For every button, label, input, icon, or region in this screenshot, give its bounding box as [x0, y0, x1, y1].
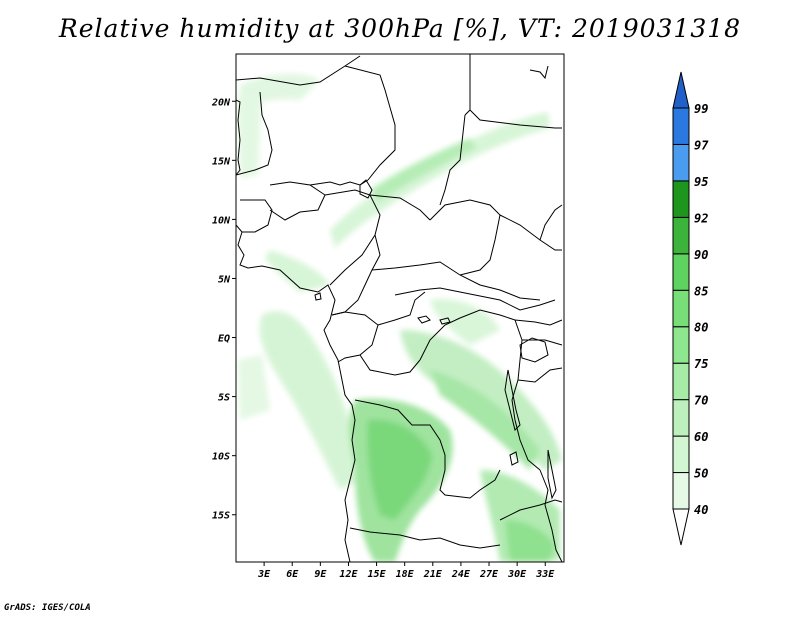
colorbar-segment	[672, 253, 690, 291]
lake-chad	[359, 179, 373, 199]
colorbar-label: 70	[694, 394, 708, 408]
lon-tick-label: 6E	[286, 569, 299, 580]
border-drc-west	[359, 354, 421, 376]
border-niger-nigeria	[369, 194, 431, 221]
humidity-shading	[238, 73, 562, 562]
lake-small-1	[417, 315, 431, 324]
border-niger-chad	[439, 114, 466, 206]
map-title: Relative humidity at 300hPa [%], VT: 201…	[58, 14, 742, 43]
shading-sahel-core	[370, 138, 476, 202]
lake-victoria	[519, 337, 549, 363]
border-ethiopia	[539, 204, 563, 241]
shading-angola-core	[367, 419, 432, 520]
lake-tanganyika	[504, 369, 521, 431]
lat-tick-label: 20N	[211, 97, 231, 108]
border-mali-niger	[309, 179, 369, 186]
border-gabon	[331, 311, 379, 363]
colorbar-segment	[672, 216, 690, 255]
lon-tick-label: 15E	[368, 569, 387, 580]
colorbar-label: 40	[694, 503, 708, 517]
colorbar-segment	[672, 326, 690, 364]
border-cameroon	[331, 234, 381, 316]
colorbar-over-arrow	[672, 71, 690, 109]
map-borders	[236, 54, 563, 562]
colorbar-label: 60	[694, 430, 708, 444]
colorbar-segment	[672, 107, 690, 145]
border-congo	[377, 291, 426, 326]
colorbar-segment	[672, 399, 690, 437]
colorbar-segment	[672, 143, 690, 182]
coast-north-east	[529, 65, 549, 80]
shading-southeast-core	[505, 520, 555, 562]
colorbar-segment	[672, 289, 690, 328]
shading-atlantic-west	[238, 355, 270, 420]
border-nigeria	[324, 189, 381, 286]
grads-credit: GrADS: IGES/COLA	[4, 603, 91, 613]
border-angola-drc	[354, 399, 446, 470]
border-chad	[429, 199, 501, 276]
lat-tick-label: 10N	[212, 215, 231, 226]
lon-tick-label: 3E	[257, 569, 271, 580]
border-mali-algeria	[344, 65, 396, 181]
border-angola-zambia	[439, 469, 501, 499]
colorbar-label: 85	[694, 284, 708, 298]
border-burkina	[269, 181, 326, 221]
latitude-axis: 20N 15N 10N 5N EQ 5S 10S 15S	[211, 97, 236, 522]
lat-tick-label: 5S	[218, 393, 230, 404]
lon-tick-label: 12E	[339, 569, 358, 580]
colorbar-label: 50	[694, 467, 708, 481]
border-east	[539, 469, 563, 562]
lat-tick-label: EQ	[218, 334, 230, 345]
colorbar-label: 95	[694, 175, 708, 189]
lon-tick-label: 21E	[423, 569, 443, 580]
lon-tick-label: 33E	[535, 569, 555, 580]
border-libya-sudan	[469, 109, 562, 129]
border-guinea	[240, 199, 273, 233]
lat-tick-label: 10S	[212, 452, 230, 463]
lat-tick-label: 15N	[212, 156, 231, 167]
shading-sahel-band	[330, 112, 550, 248]
shading-atlantic-plume	[259, 311, 360, 490]
lake-small-3	[509, 451, 519, 466]
lon-tick-label: 24E	[451, 569, 471, 580]
border-angola-namibia	[349, 527, 501, 549]
colorbar-segment	[672, 362, 690, 401]
colorbar-label: 75	[694, 357, 708, 371]
colorbar: 40 50 60 70 75 80 85 90 92 95 97 99	[672, 71, 709, 546]
colorbar-label: 99	[694, 102, 708, 116]
longitude-axis: 3E 6E 9E 12E 15E 18E 21E 24E 27E 30E 33E	[257, 562, 555, 580]
colorbar-segment	[672, 180, 690, 218]
colorbar-label: 80	[694, 321, 708, 335]
shading-east-band	[430, 370, 540, 470]
shading-congo	[430, 299, 500, 345]
plot-frame	[235, 53, 565, 563]
lon-tick-label: 9E	[314, 569, 327, 580]
border-car	[371, 261, 541, 301]
shading-west-strip	[238, 92, 262, 178]
island-bioko	[314, 292, 322, 301]
lat-tick-label: 5N	[218, 274, 231, 285]
colorbar-segment	[672, 435, 690, 474]
colorbar-label: 90	[694, 248, 708, 262]
lon-tick-label: 27E	[479, 569, 499, 580]
shading-gulf	[265, 250, 330, 292]
colorbar-segment	[672, 472, 690, 510]
colorbar-label: 97	[694, 138, 709, 152]
lon-tick-label: 18E	[396, 569, 415, 580]
border-sudan	[499, 214, 562, 251]
lat-tick-label: 15S	[212, 511, 230, 522]
border-algeria-libya	[464, 54, 471, 116]
colorbar-label: 92	[694, 211, 708, 225]
border-zambia-zimbabwe	[499, 499, 563, 521]
border-east-africa	[514, 319, 563, 383]
border-car-south	[394, 287, 556, 311]
colorbar-under-arrow	[672, 508, 690, 546]
coastline-west-africa	[236, 99, 356, 562]
lon-tick-label: 30E	[507, 569, 527, 580]
border-senegal	[236, 91, 273, 176]
lake-malawi	[547, 449, 557, 500]
lake-small-2	[439, 317, 451, 325]
border-mauritania-mali	[236, 55, 361, 86]
